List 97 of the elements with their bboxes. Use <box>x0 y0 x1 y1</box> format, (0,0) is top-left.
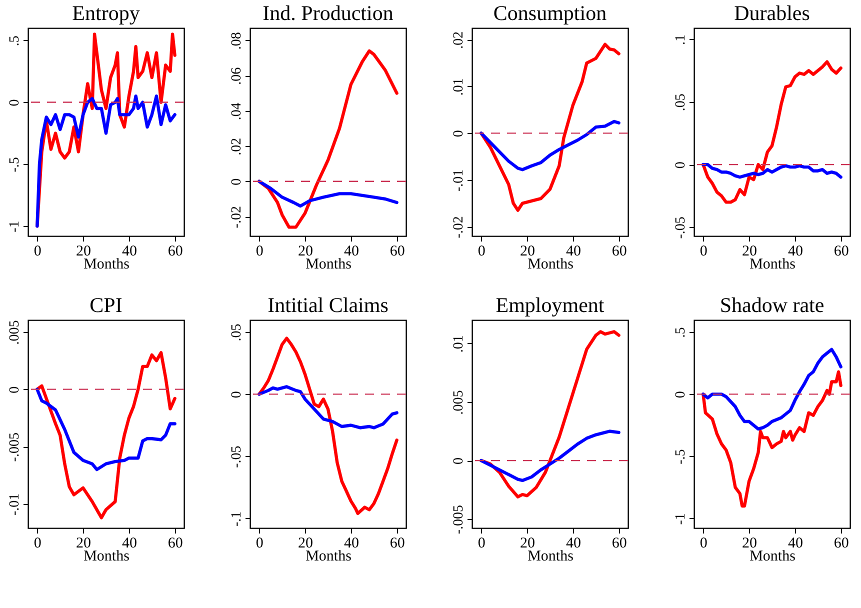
y-tick-label: .04 <box>230 102 244 120</box>
x-tick-label: 60 <box>390 536 405 552</box>
y-tick-label: .5 <box>8 36 22 46</box>
x-tick-label: 60 <box>612 536 627 552</box>
x-tick-label: 60 <box>834 244 849 260</box>
x-tick-label: 20 <box>76 536 92 552</box>
x-tick-label: 40 <box>344 536 359 552</box>
chart-title: Consumption <box>493 1 608 25</box>
x-tick-label: 40 <box>788 244 803 260</box>
y-tick-label: .08 <box>230 32 244 50</box>
y-tick-label: .01 <box>452 335 466 353</box>
chart-title: Durables <box>734 1 810 25</box>
x-tick-label: 20 <box>520 244 536 260</box>
y-tick-label: -.005 <box>452 505 466 534</box>
chart-title: Employment <box>496 293 604 317</box>
x-axis-title: Months <box>84 256 130 272</box>
x-axis-title: Months <box>84 548 130 564</box>
x-tick-label: 0 <box>478 244 486 260</box>
x-tick-label: 40 <box>788 536 803 552</box>
x-tick-label: 20 <box>520 536 536 552</box>
line-series <box>702 348 842 431</box>
x-axis-title: Months <box>306 256 352 272</box>
y-tick-label: .02 <box>230 138 244 156</box>
line-series <box>480 42 620 212</box>
y-tick-label: 0 <box>8 386 22 394</box>
x-tick-label: 40 <box>566 536 581 552</box>
y-tick-label: .1 <box>674 34 688 46</box>
x-axis-title: Months <box>528 256 574 272</box>
x-axis-title: Months <box>528 548 574 564</box>
y-tick-label: -.02 <box>230 206 244 228</box>
line-series <box>702 162 842 179</box>
x-tick-label: 60 <box>834 536 849 552</box>
x-tick-label: 20 <box>742 536 758 552</box>
y-tick-label: -.01 <box>8 493 22 516</box>
y-tick-label: .05 <box>674 94 688 112</box>
x-tick-label: 60 <box>612 244 627 260</box>
line-series <box>36 388 176 472</box>
x-tick-label: 60 <box>168 244 183 260</box>
x-axis-title: Months <box>306 548 352 564</box>
y-tick-label: .01 <box>452 78 466 96</box>
y-tick-label: .005 <box>8 320 22 345</box>
y-tick-label: -1 <box>8 220 22 232</box>
line-series <box>258 180 398 208</box>
y-tick-label: -.005 <box>8 432 22 462</box>
line-series <box>702 60 842 204</box>
x-tick-label: 20 <box>76 244 92 260</box>
y-tick-label: -.1 <box>230 511 244 527</box>
chart-title: Ind. Production <box>262 1 394 25</box>
y-tick-label: -.5 <box>674 449 688 464</box>
y-tick-label: -.05 <box>674 216 688 239</box>
line-series <box>480 430 620 482</box>
chart-title: Shadow rate <box>720 293 824 317</box>
y-tick-label: 0 <box>230 178 244 186</box>
y-tick-label: .02 <box>452 31 466 49</box>
x-tick-label: 0 <box>34 536 42 552</box>
y-tick-label: 0 <box>674 391 688 398</box>
x-tick-label: 0 <box>478 536 486 552</box>
y-tick-label: -.01 <box>452 169 466 192</box>
y-tick-label: -1 <box>674 513 688 525</box>
x-axis-title: Months <box>750 256 796 272</box>
y-tick-label: .005 <box>452 390 466 415</box>
y-tick-label: .5 <box>674 327 688 338</box>
y-tick-label: 0 <box>8 99 22 106</box>
line-series <box>36 94 176 228</box>
y-tick-label: .06 <box>230 67 244 85</box>
line-series <box>36 351 176 520</box>
line-series <box>702 370 842 508</box>
x-tick-label: 0 <box>256 244 264 260</box>
x-tick-label: 20 <box>742 244 758 260</box>
x-tick-label: 20 <box>298 536 314 552</box>
chart-title: Entropy <box>72 1 140 25</box>
x-tick-label: 20 <box>298 244 314 260</box>
x-tick-label: 40 <box>122 244 137 260</box>
x-tick-label: 60 <box>168 536 183 552</box>
x-tick-label: 60 <box>390 244 405 260</box>
y-tick-label: -.05 <box>230 446 244 468</box>
line-series <box>258 49 398 229</box>
y-tick-label: 0 <box>452 458 466 465</box>
x-tick-label: 0 <box>34 244 42 260</box>
y-tick-label: .05 <box>230 324 244 342</box>
x-tick-label: 0 <box>256 536 264 552</box>
x-tick-label: 40 <box>344 244 359 260</box>
y-tick-label: 0 <box>452 130 466 138</box>
chart-title: CPI <box>90 292 122 317</box>
line-series <box>258 336 398 516</box>
chart-title: Intitial Claims <box>268 293 388 317</box>
y-tick-label: -.02 <box>452 216 466 238</box>
line-series <box>258 385 398 430</box>
line-series <box>480 120 620 172</box>
x-tick-label: 40 <box>122 536 137 552</box>
x-axis-title: Months <box>750 548 796 564</box>
x-tick-label: 40 <box>566 244 581 260</box>
y-tick-label: -.5 <box>8 157 22 172</box>
x-tick-label: 0 <box>700 244 708 260</box>
x-tick-label: 0 <box>700 536 708 552</box>
y-tick-label: 0 <box>674 162 688 169</box>
y-tick-label: 0 <box>230 391 244 398</box>
